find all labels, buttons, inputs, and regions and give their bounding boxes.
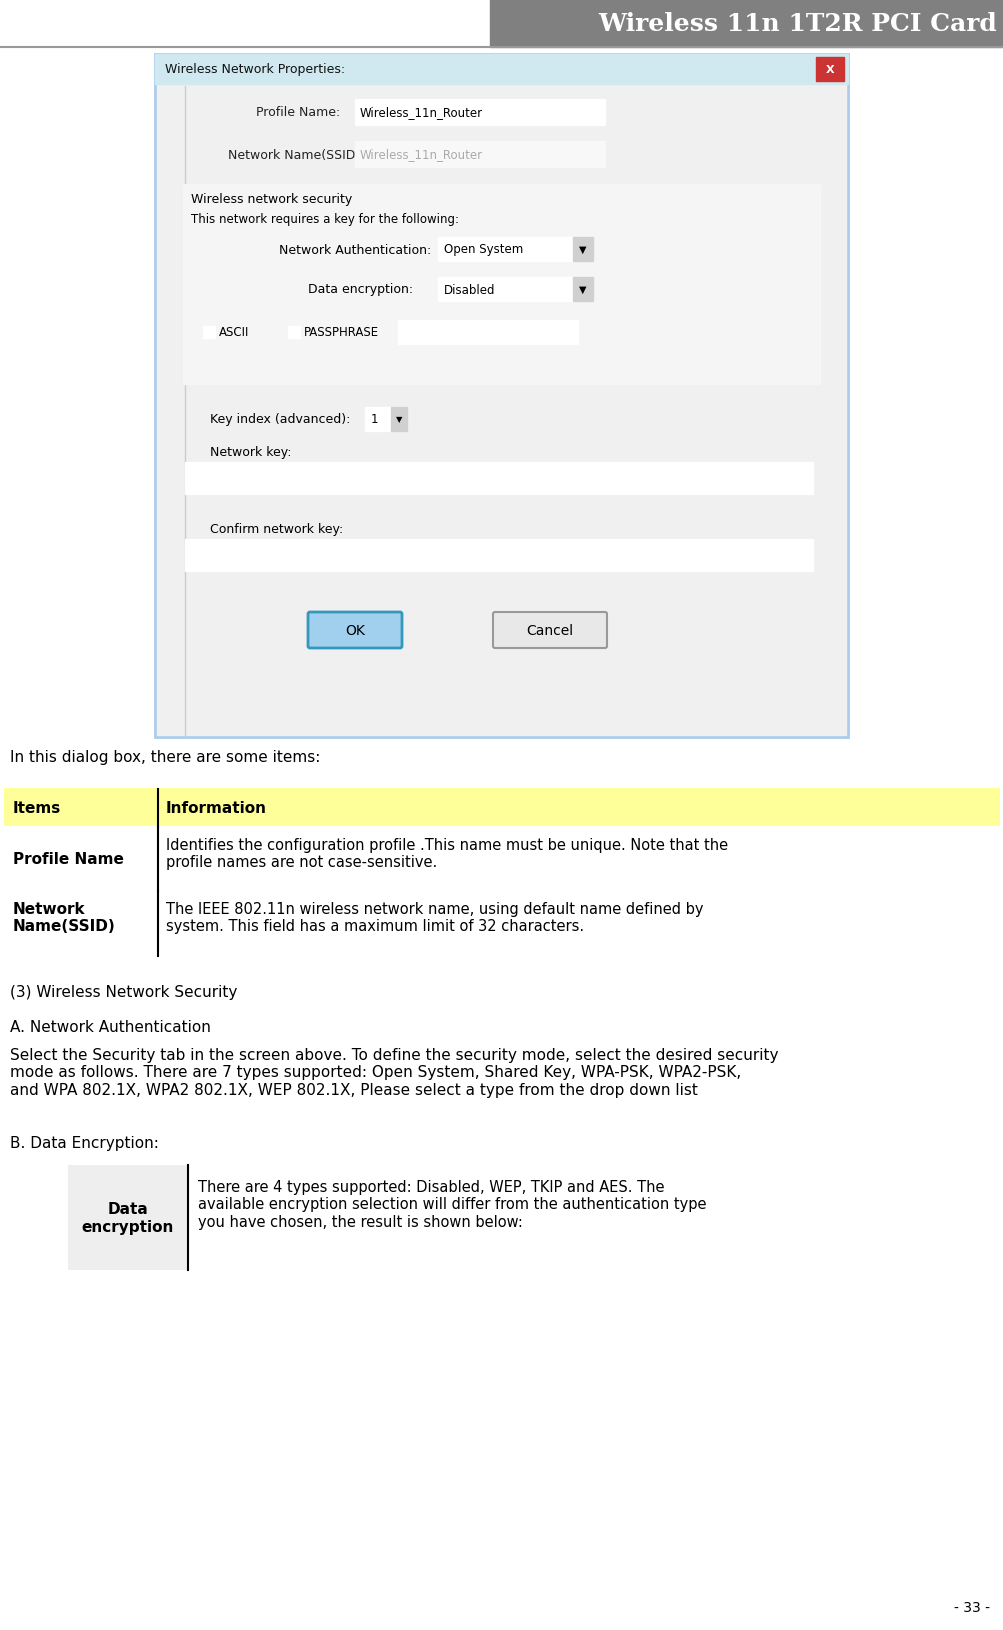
Bar xyxy=(365,408,406,432)
Bar xyxy=(288,326,300,339)
Bar xyxy=(68,1165,188,1270)
Bar xyxy=(390,408,406,432)
Text: Data encryption:: Data encryption: xyxy=(308,284,412,297)
Bar xyxy=(5,892,998,957)
Text: Wireless_11n_Router: Wireless_11n_Router xyxy=(360,148,482,161)
Bar xyxy=(573,238,593,262)
Text: Identifies the configuration profile .This name must be unique. Note that the
pr: Identifies the configuration profile .Th… xyxy=(165,838,727,870)
Text: - 33 -: - 33 - xyxy=(953,1601,989,1614)
Text: Key index (advanced):: Key index (advanced): xyxy=(210,414,350,425)
Text: OK: OK xyxy=(345,624,364,637)
Text: ▼: ▼ xyxy=(579,285,586,295)
Bar xyxy=(573,277,593,302)
Bar xyxy=(68,1165,957,1270)
Text: Wireless 11n 1T2R PCI Card: Wireless 11n 1T2R PCI Card xyxy=(598,11,996,36)
Bar xyxy=(185,463,812,494)
Text: Wireless network security: Wireless network security xyxy=(191,192,352,205)
Text: (3) Wireless Network Security: (3) Wireless Network Security xyxy=(10,985,237,999)
Bar xyxy=(5,828,998,892)
Text: ▼: ▼ xyxy=(395,416,402,424)
Text: In this dialog box, there are some items:: In this dialog box, there are some items… xyxy=(10,750,320,764)
Text: X: X xyxy=(824,65,833,75)
Bar xyxy=(154,55,848,737)
Text: Data
encryption: Data encryption xyxy=(81,1201,174,1234)
Text: Profile Name:: Profile Name: xyxy=(256,106,340,119)
Bar xyxy=(489,0,1003,47)
FancyBboxPatch shape xyxy=(492,613,607,649)
Text: Wireless_11n_Router: Wireless_11n_Router xyxy=(360,106,482,119)
Text: A. Network Authentication: A. Network Authentication xyxy=(10,1019,211,1035)
Bar xyxy=(0,0,489,47)
Text: Wireless Network Properties:: Wireless Network Properties: xyxy=(164,64,345,77)
Text: There are 4 types supported: Disabled, WEP, TKIP and AES. The
available encrypti: There are 4 types supported: Disabled, W… xyxy=(198,1178,706,1229)
Text: Items: Items xyxy=(13,800,61,817)
Text: ▼: ▼ xyxy=(579,244,586,254)
Text: Network
Name(SSID): Network Name(SSID) xyxy=(13,901,115,934)
Bar xyxy=(355,99,605,126)
Bar xyxy=(437,277,593,302)
Bar xyxy=(183,184,819,385)
Text: ASCII: ASCII xyxy=(219,326,249,339)
FancyBboxPatch shape xyxy=(308,613,401,649)
Bar xyxy=(156,85,846,735)
Text: B. Data Encryption:: B. Data Encryption: xyxy=(10,1136,158,1151)
Text: 1: 1 xyxy=(371,414,378,425)
Text: Disabled: Disabled xyxy=(443,284,495,297)
Text: Confirm network key:: Confirm network key: xyxy=(210,523,343,536)
Bar xyxy=(815,59,844,82)
Bar xyxy=(355,142,605,168)
Bar xyxy=(203,326,215,339)
Bar xyxy=(5,789,998,828)
Bar xyxy=(437,238,593,262)
Text: Profile Name: Profile Name xyxy=(13,852,123,867)
Text: Open System: Open System xyxy=(443,243,523,256)
Text: Network Authentication:: Network Authentication: xyxy=(279,243,430,256)
Text: The IEEE 802.11n wireless network name, using default name defined by
system. Th: The IEEE 802.11n wireless network name, … xyxy=(165,901,703,934)
Text: Cancel: Cancel xyxy=(526,624,573,637)
Text: PASSPHRASE: PASSPHRASE xyxy=(304,326,379,339)
Bar xyxy=(397,321,578,346)
Bar xyxy=(185,540,812,572)
Text: This network requires a key for the following:: This network requires a key for the foll… xyxy=(191,214,458,227)
Text: Network key:: Network key: xyxy=(210,447,291,460)
Text: Select the Security tab in the screen above. To define the security mode, select: Select the Security tab in the screen ab… xyxy=(10,1048,777,1097)
Text: Information: Information xyxy=(165,800,267,817)
Text: Network Name(SSID):: Network Name(SSID): xyxy=(229,148,365,161)
Bar xyxy=(154,55,848,85)
